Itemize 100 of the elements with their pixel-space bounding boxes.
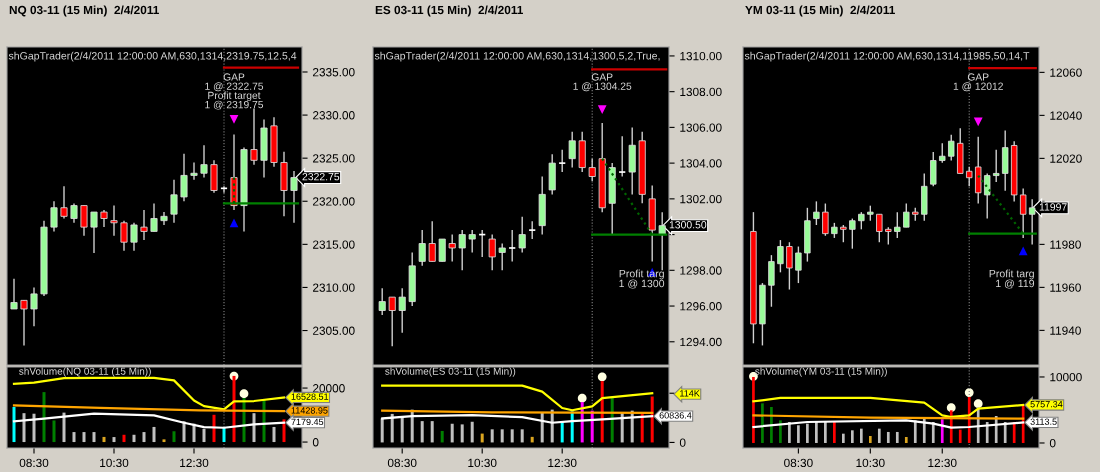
y-tick-label: 12020 — [1050, 154, 1082, 163]
annotation: Profit targ 1 @ 1300 — [619, 269, 665, 289]
bar — [162, 439, 166, 443]
y-tick-label: 1296.00 — [680, 302, 722, 311]
bar — [842, 433, 845, 443]
candlestick — [930, 151, 937, 188]
bar — [272, 426, 276, 443]
x-tick-label: 08:30 — [784, 458, 813, 468]
y-tick-label: 11960 — [1050, 283, 1081, 292]
bar — [1003, 421, 1007, 443]
y-tick-label: 20000 — [313, 384, 345, 393]
y-tick-label: 114K — [680, 390, 700, 397]
y-tick-label: 2315.00 — [313, 240, 355, 249]
y-tick-label: 11980 — [1050, 240, 1081, 249]
bar — [958, 429, 962, 443]
bar — [1012, 421, 1016, 443]
bar — [886, 431, 890, 443]
x-tick-label: 08:30 — [387, 458, 417, 468]
bar — [470, 421, 474, 443]
y-tick-label: 2305.00 — [313, 326, 355, 335]
bar — [460, 424, 464, 443]
bar — [815, 421, 818, 443]
bar — [868, 435, 872, 443]
candlestick — [992, 149, 1000, 183]
candlestick — [903, 202, 910, 228]
candlestick — [130, 222, 138, 252]
y-tick-label: 0 — [679, 438, 686, 447]
candlestick — [777, 239, 784, 274]
bar — [859, 428, 863, 443]
data-label: 11428.95 — [291, 407, 328, 414]
bar — [72, 432, 76, 443]
candlestick — [418, 229, 426, 267]
bar — [640, 413, 644, 443]
bar — [510, 429, 514, 443]
annotation: GAP 1 @ 1304.25 — [573, 73, 632, 92]
annotation: GAP 1 @ 12012 — [953, 73, 1003, 92]
bar — [450, 423, 454, 443]
bar — [112, 437, 116, 443]
y-tick-label: 1306.00 — [680, 123, 722, 132]
bar — [22, 413, 26, 443]
candlestick — [618, 135, 627, 178]
bar — [420, 421, 424, 443]
y-tick-label: 11940 — [1050, 326, 1081, 335]
candlestick — [120, 219, 128, 252]
chart-title: shVolume(ES 03-11 (15 Min)) — [385, 367, 516, 377]
y-tick-label: 12040 — [1050, 111, 1082, 120]
y-tick-label: 2325.00 — [313, 154, 355, 163]
candlestick — [140, 209, 148, 241]
candlestick — [948, 134, 955, 162]
y-tick-label: 0 — [312, 438, 319, 447]
candlestick — [468, 229, 476, 254]
candlestick — [795, 245, 802, 284]
candlestick — [568, 131, 576, 169]
x-tick-label: 10:30 — [856, 458, 885, 468]
x-tick-label: 12:30 — [548, 458, 577, 468]
y-tick-label: 1304.00 — [680, 159, 722, 168]
candlestick — [894, 211, 901, 239]
bar — [152, 426, 156, 443]
candlestick — [1028, 198, 1036, 246]
point — [964, 388, 974, 398]
bar — [650, 396, 654, 443]
candlestick — [786, 241, 793, 291]
bar — [400, 416, 404, 443]
candlestick — [984, 172, 991, 220]
candlestick — [518, 216, 526, 254]
y-tick-label: 12060 — [1050, 68, 1082, 77]
candlestick — [588, 157, 596, 182]
text: 2322.75 — [302, 172, 340, 181]
candlestick — [448, 233, 456, 263]
text: 11997 — [1039, 203, 1067, 211]
bar — [940, 419, 944, 443]
bar — [82, 432, 86, 443]
candlestick — [150, 202, 158, 233]
candlestick — [488, 233, 496, 272]
candlestick — [190, 161, 198, 181]
candlestick — [90, 211, 98, 254]
y-tick-label: 1308.00 — [680, 87, 722, 97]
bar — [500, 429, 504, 443]
candlestick — [966, 166, 973, 188]
bar — [390, 413, 394, 443]
y-tick-label: 10000 — [1050, 373, 1082, 382]
candlestick — [939, 142, 946, 164]
candlestick — [290, 170, 298, 224]
bar — [142, 432, 146, 443]
bar — [833, 421, 836, 443]
candlestick — [60, 185, 68, 220]
bar — [52, 420, 56, 443]
candlestick — [388, 296, 396, 347]
chart-title: shVolume(YM 03-11 (15 Min)) — [755, 367, 887, 377]
data-label: 7179.45 — [291, 418, 324, 426]
candlestick — [398, 287, 406, 334]
data-label: 16528.51 — [291, 393, 329, 400]
y-tick-label: 0 — [1049, 439, 1056, 448]
point — [973, 399, 983, 409]
candlestick — [200, 144, 208, 179]
chart-title: YM 03-11 (15 Min) 2/4/2011 — [745, 5, 895, 17]
bar — [904, 436, 908, 443]
bar — [202, 428, 206, 443]
bar — [850, 430, 854, 443]
data-label: 3113.5 — [1030, 418, 1057, 425]
